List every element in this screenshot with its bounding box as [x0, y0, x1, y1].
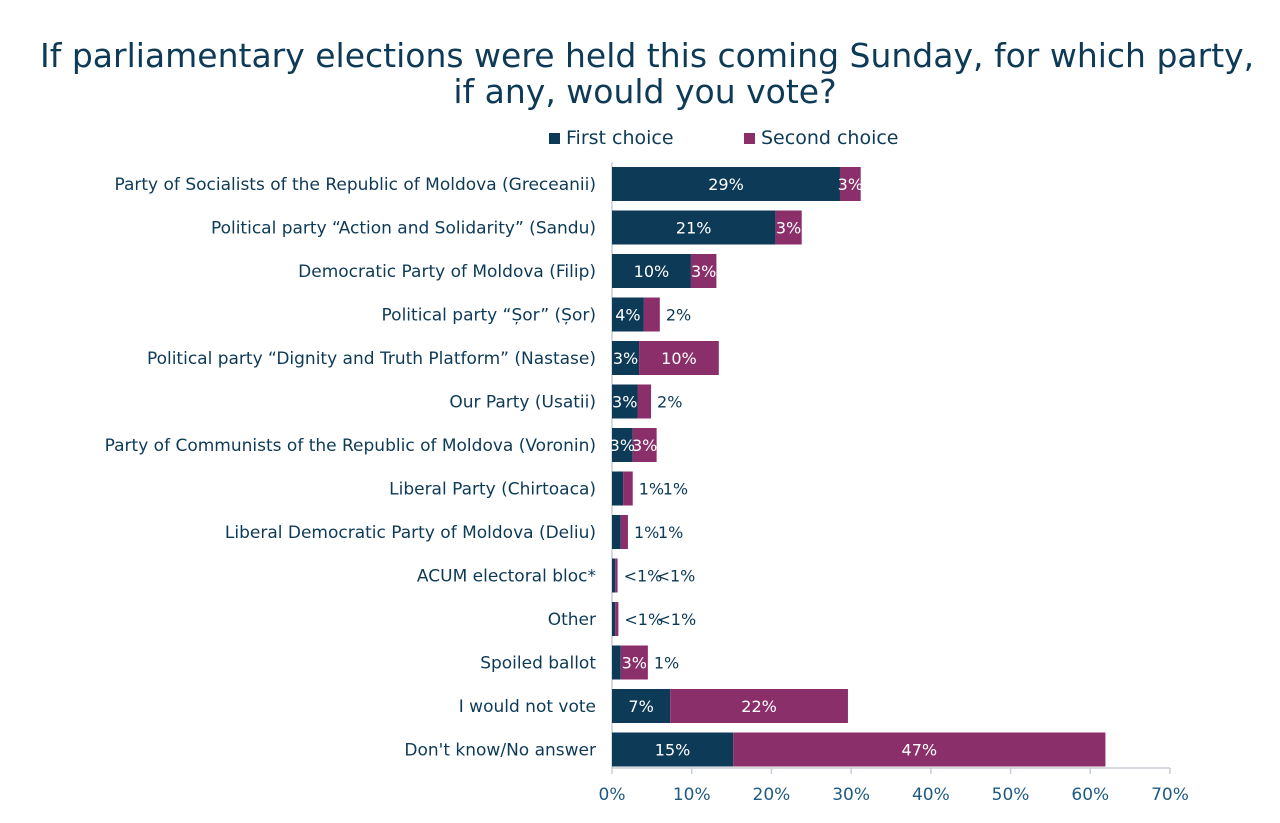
- x-tick-label: 60%: [1071, 785, 1109, 805]
- data-label-first-choice: 3%: [613, 349, 638, 368]
- bar-second-choice: [639, 341, 719, 375]
- bar-first-choice: [612, 254, 691, 288]
- data-label-second-choice: 47%: [902, 741, 938, 760]
- category-label: Other: [548, 610, 596, 630]
- category-label: Political party “Action and Solidarity” …: [211, 219, 596, 239]
- data-label-second-choice: 2%: [666, 306, 691, 325]
- bar-first-choice: [612, 645, 621, 680]
- data-label-second-choice: 3%: [838, 175, 863, 194]
- bar-second-choice: [623, 471, 633, 506]
- x-tick-label: 50%: [992, 785, 1030, 805]
- data-label-first-choice: 1%: [639, 480, 664, 499]
- data-label-first-choice: 1%: [654, 654, 679, 673]
- chart-title-line-1: If parliamentary elections were held thi…: [40, 36, 1255, 75]
- data-label-second-choice: 1%: [663, 480, 688, 499]
- data-label-first-choice: 3%: [610, 436, 635, 455]
- data-label-first-choice: 15%: [655, 741, 691, 760]
- category-label: ACUM electoral bloc*: [417, 567, 596, 587]
- legend-item-first-choice: First choice: [549, 127, 674, 149]
- data-label-second-choice: 1%: [658, 523, 683, 542]
- chart-title: If parliamentary elections were held thi…: [40, 36, 1255, 111]
- bar-first-choice: [612, 297, 644, 332]
- x-tick-label: 10%: [673, 785, 711, 805]
- bar-first-choice: [612, 167, 840, 201]
- legend-label-second-choice: Second choice: [761, 127, 899, 149]
- category-label: Liberal Democratic Party of Moldova (Del…: [225, 523, 596, 543]
- x-tick-label: 70%: [1151, 785, 1189, 805]
- bar-first-choice: [612, 471, 624, 506]
- data-label-second-choice: 10%: [661, 349, 697, 368]
- category-label: Political party “Dignity and Truth Platf…: [147, 349, 596, 369]
- x-tick-label: 30%: [832, 785, 870, 805]
- bar-first-choice: [612, 689, 671, 723]
- bar-first-choice: [612, 558, 616, 593]
- category-label: Party of Communists of the Republic of M…: [105, 436, 596, 456]
- data-label-second-choice: <1%: [657, 567, 696, 586]
- data-label-first-choice: 29%: [708, 175, 744, 194]
- bar-second-choice: [839, 167, 861, 201]
- data-label-first-choice: 21%: [676, 219, 712, 238]
- bar-second-choice: [733, 732, 1106, 767]
- legend-swatch-first-choice: [549, 132, 560, 144]
- bar-first-choice: [612, 384, 638, 419]
- x-tick-label: 40%: [912, 785, 950, 805]
- bar-second-choice: [632, 428, 657, 462]
- bar-second-choice: [615, 558, 618, 593]
- x-tick-label: 0%: [599, 785, 626, 805]
- category-label: Spoiled ballot: [480, 654, 596, 674]
- bar-first-choice: [612, 515, 621, 549]
- category-label: Political party “Șor” (Șor): [382, 306, 596, 326]
- bar-first-choice: [612, 341, 640, 375]
- data-label-second-choice: 22%: [741, 697, 777, 716]
- data-label-first-choice: 10%: [634, 262, 670, 281]
- chart-legend: First choice Second choice: [0, 127, 1280, 151]
- category-label: Party of Socialists of the Republic of M…: [115, 175, 597, 195]
- data-label-first-choice: <1%: [624, 567, 663, 586]
- data-label-first-choice: 3%: [612, 393, 637, 412]
- legend-label-first-choice: First choice: [566, 127, 674, 149]
- bar-second-choice: [775, 210, 802, 245]
- bar-second-choice: [637, 384, 652, 419]
- bar-first-choice: [612, 210, 776, 245]
- category-label: I would not vote: [459, 697, 596, 717]
- data-label-second-choice: 3%: [776, 219, 801, 238]
- bar-second-choice: [690, 254, 717, 288]
- data-label-second-choice: 2%: [657, 393, 682, 412]
- legend-swatch-second-choice: [744, 132, 755, 144]
- category-label: Don't know/No answer: [404, 741, 596, 761]
- bar-first-choice: [612, 732, 734, 767]
- bar-second-choice: [620, 645, 648, 680]
- data-label-first-choice: 1%: [634, 523, 659, 542]
- bar-second-choice: [615, 602, 619, 636]
- data-label-second-choice: 3%: [622, 654, 647, 673]
- bar-second-choice: [643, 297, 660, 332]
- data-label-second-choice: 3%: [691, 262, 716, 281]
- bar-second-choice: [620, 515, 628, 549]
- data-label-first-choice: 4%: [615, 306, 640, 325]
- category-label: Our Party (Usatii): [449, 393, 596, 413]
- category-label: Democratic Party of Moldova (Filip): [298, 262, 596, 282]
- bar-first-choice: [612, 428, 633, 462]
- chart-title-line-2: if any, would you vote?: [453, 72, 837, 111]
- bar-second-choice: [670, 689, 848, 723]
- legend-item-second-choice: Second choice: [744, 127, 899, 149]
- bar-first-choice: [612, 602, 616, 636]
- data-label-second-choice: 3%: [632, 436, 657, 455]
- data-label-first-choice: 7%: [628, 697, 653, 716]
- data-label-second-choice: <1%: [657, 610, 696, 629]
- data-label-first-choice: <1%: [624, 610, 663, 629]
- x-tick-label: 20%: [753, 785, 791, 805]
- category-label: Liberal Party (Chirtoaca): [389, 480, 596, 500]
